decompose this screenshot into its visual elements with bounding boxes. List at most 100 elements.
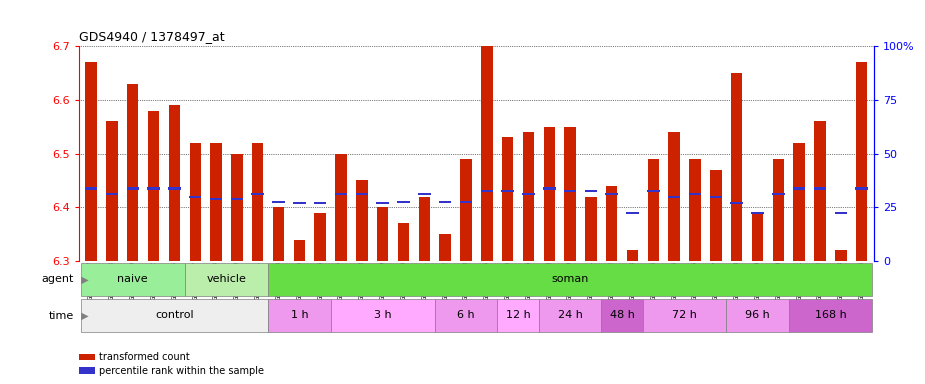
Bar xyxy=(435,300,498,332)
Text: 96 h: 96 h xyxy=(746,310,770,320)
Text: agent: agent xyxy=(42,274,74,285)
Bar xyxy=(185,263,268,296)
Text: soman: soman xyxy=(551,274,589,284)
Bar xyxy=(268,263,872,296)
Bar xyxy=(80,263,185,296)
Bar xyxy=(751,212,764,214)
Bar xyxy=(438,201,451,203)
Bar xyxy=(498,300,539,332)
Bar xyxy=(397,201,410,203)
Bar xyxy=(210,143,222,261)
Text: 3 h: 3 h xyxy=(374,310,391,320)
Bar xyxy=(398,223,409,261)
Text: 24 h: 24 h xyxy=(558,310,583,320)
Bar xyxy=(501,190,514,192)
Bar xyxy=(523,132,534,261)
Bar xyxy=(585,190,598,192)
Bar xyxy=(127,187,139,190)
Bar xyxy=(335,154,347,261)
Bar xyxy=(148,111,159,261)
Bar xyxy=(85,187,97,190)
Bar xyxy=(606,186,618,261)
Bar xyxy=(564,190,576,192)
Bar xyxy=(648,159,660,261)
Bar xyxy=(772,193,784,195)
Bar xyxy=(793,187,806,190)
Bar xyxy=(80,300,268,332)
Bar xyxy=(377,207,388,261)
Bar xyxy=(355,193,368,195)
Bar xyxy=(856,62,868,261)
Bar xyxy=(460,201,472,203)
Bar xyxy=(439,234,450,261)
Bar xyxy=(293,240,305,261)
Bar xyxy=(231,154,242,261)
Text: 168 h: 168 h xyxy=(815,310,846,320)
Bar xyxy=(189,195,202,198)
Bar xyxy=(689,159,701,261)
Bar xyxy=(106,121,117,261)
Bar xyxy=(268,300,330,332)
Bar xyxy=(376,202,388,204)
Bar xyxy=(648,190,660,192)
Bar xyxy=(606,193,618,195)
Bar xyxy=(710,170,722,261)
Bar xyxy=(789,300,872,332)
Bar xyxy=(147,187,160,190)
Bar xyxy=(814,187,826,190)
Bar xyxy=(419,197,430,261)
Bar xyxy=(314,213,326,261)
Text: GDS4940 / 1378497_at: GDS4940 / 1378497_at xyxy=(79,30,224,43)
Text: transformed count: transformed count xyxy=(99,352,190,362)
Bar xyxy=(731,202,743,204)
Text: ▶: ▶ xyxy=(78,274,88,285)
Bar xyxy=(190,143,201,261)
Bar xyxy=(731,73,743,261)
Bar xyxy=(794,143,805,261)
Bar xyxy=(210,198,222,200)
Text: ▶: ▶ xyxy=(78,311,88,321)
Text: 12 h: 12 h xyxy=(506,310,530,320)
Bar xyxy=(772,159,784,261)
Bar xyxy=(814,121,826,261)
Bar xyxy=(835,250,846,261)
Bar xyxy=(539,300,601,332)
Bar xyxy=(543,187,556,190)
Bar xyxy=(293,202,305,204)
Bar xyxy=(643,300,726,332)
Bar xyxy=(586,197,597,261)
Text: 6 h: 6 h xyxy=(457,310,475,320)
Text: control: control xyxy=(155,310,193,320)
Bar xyxy=(330,300,435,332)
Bar xyxy=(856,187,868,190)
Bar xyxy=(544,127,555,261)
Bar xyxy=(273,207,284,261)
Bar xyxy=(168,187,180,190)
Bar xyxy=(523,193,535,195)
Bar xyxy=(668,195,681,198)
Bar xyxy=(481,46,492,261)
Bar xyxy=(601,300,643,332)
Text: vehicle: vehicle xyxy=(206,274,246,284)
Bar xyxy=(252,193,264,195)
Bar xyxy=(230,198,243,200)
Bar xyxy=(127,84,139,261)
Bar xyxy=(752,213,763,261)
Bar xyxy=(314,202,327,204)
Bar xyxy=(834,212,847,214)
Bar xyxy=(272,201,285,203)
Bar xyxy=(669,132,680,261)
Bar xyxy=(335,193,347,195)
Bar xyxy=(689,193,701,195)
Bar xyxy=(627,250,638,261)
Bar xyxy=(564,127,575,261)
Bar xyxy=(481,190,493,192)
Bar xyxy=(168,105,180,261)
Text: 1 h: 1 h xyxy=(290,310,308,320)
Bar xyxy=(356,180,367,261)
Text: percentile rank within the sample: percentile rank within the sample xyxy=(99,366,264,376)
Bar xyxy=(105,193,118,195)
Bar xyxy=(418,193,430,195)
Bar xyxy=(709,195,722,198)
Text: time: time xyxy=(49,311,74,321)
